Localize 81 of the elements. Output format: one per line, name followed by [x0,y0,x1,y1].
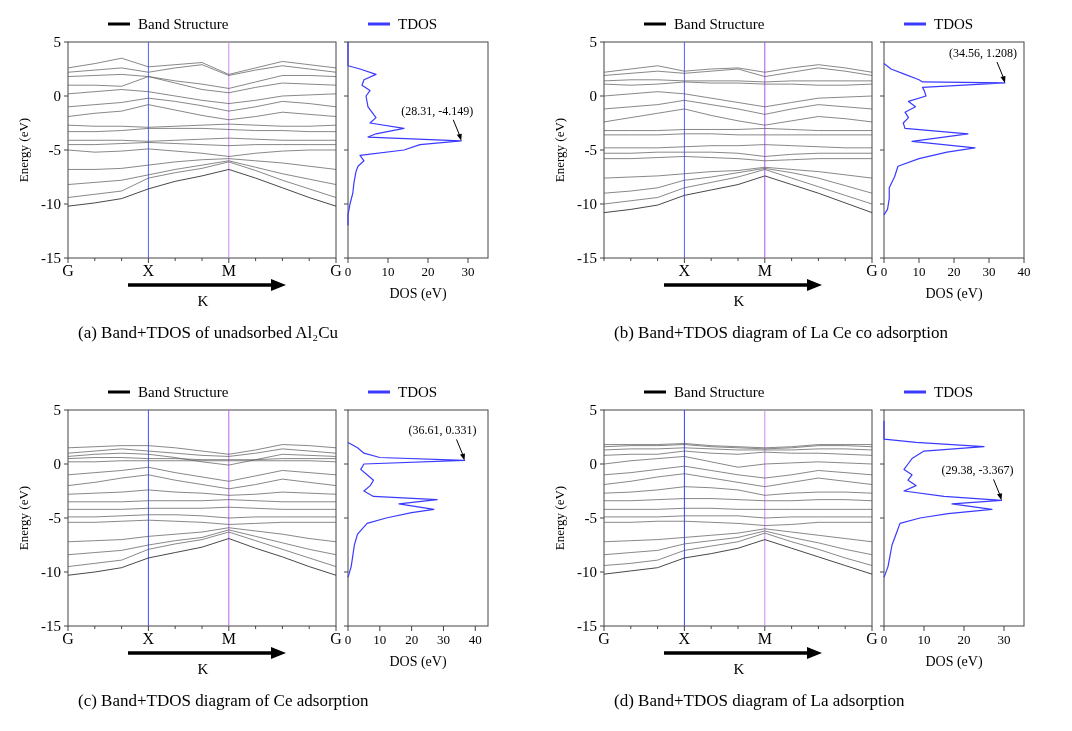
y-axis-title: Energy (eV) [552,117,567,183]
y-tick-label: 5 [589,34,597,50]
x-tick-label: X [678,262,691,279]
x-tick-label: M [757,630,772,647]
x-tick-label: 10 [373,632,387,647]
legend-label: TDOS [398,384,438,400]
x-tick-label: G [866,262,879,279]
text: (c) Band+TDOS diagram of Ce adsorption [78,691,369,710]
x-tick-label: 0 [880,632,888,647]
x-tick-label: 20 [947,264,961,279]
x-tick-label: 20 [957,632,971,647]
x-axis-title: K [197,661,209,677]
x-tick-label: G [866,630,879,647]
x-tick-label: 10 [912,264,926,279]
y-tick-label: -10 [41,196,61,212]
x-axis-title: K [733,293,745,309]
x-tick-label: M [221,262,236,279]
x-tick-label: X [142,630,155,647]
text: Band Structure [138,16,229,32]
x-tick-label: M [757,262,772,279]
text: Band Structure [674,384,765,400]
y-axis-title: Energy (eV) [16,117,31,183]
x-tick-label: 30 [997,632,1011,647]
x-tick-label: 30 [982,264,996,279]
text: Band Structure [138,384,229,400]
x-tick-label: G [62,630,75,647]
y-tick-label: -15 [41,618,61,634]
y-tick-label: 5 [589,402,597,418]
annotation: (36.61, 0.331) [408,423,477,438]
text: (b) Band+TDOS diagram of La Ce co adsorption [614,323,949,342]
y-tick-label: -10 [577,196,597,212]
y-tick-label: 0 [53,88,61,104]
y-tick-label: -15 [577,618,597,634]
x-tick-label: 0 [344,264,352,279]
x-tick-label: X [678,630,691,647]
x-tick-label: 0 [880,264,888,279]
y-tick-label: 5 [53,34,61,50]
x-tick-label: G [330,262,343,279]
y-tick-label: 5 [53,402,61,418]
x-tick-label: 20 [405,632,419,647]
x-tick-label: M [221,630,236,647]
x-tick-label: G [62,262,75,279]
y-tick-label: -5 [48,510,61,526]
y-tick-label: -5 [584,142,597,158]
x-tick-label: 20 [421,264,435,279]
x-tick-label: 0 [344,632,352,647]
y-tick-label: -10 [41,564,61,580]
y-tick-label: 0 [589,456,597,472]
legend-label: TDOS [934,384,974,400]
x-tick-label: 30 [461,264,475,279]
x-axis-title: DOS (eV) [389,654,447,670]
y-tick-label: -5 [48,142,61,158]
legend-label: TDOS [398,16,438,32]
annotation: (29.38, -3.367) [941,463,1014,478]
x-axis-title: K [733,661,745,677]
x-tick-label: 10 [381,264,395,279]
x-tick-label: 40 [1017,264,1031,279]
x-axis-title: DOS (eV) [925,654,983,670]
x-tick-label: 40 [468,632,482,647]
annotation: (34.56, 1.208) [948,45,1017,60]
y-tick-label: 0 [589,88,597,104]
x-axis-title: K [197,293,209,309]
x-tick-label: 10 [917,632,931,647]
x-axis-title: DOS (eV) [389,286,447,302]
y-tick-label: 0 [53,456,61,472]
x-tick-label: X [142,262,155,279]
y-tick-label: -15 [577,250,597,266]
x-tick-label: G [598,630,611,647]
x-tick-label: G [330,630,343,647]
annotation: (28.31, -4.149) [401,103,474,118]
y-tick-label: -15 [41,250,61,266]
x-axis-title: DOS (eV) [925,286,983,302]
y-axis-title: Energy (eV) [16,485,31,551]
y-tick-label: -10 [577,564,597,580]
x-tick-label: 30 [436,632,450,647]
text: (d) Band+TDOS diagram of La adsorption [614,691,905,710]
legend-label: TDOS [934,16,974,32]
text: (a) Band+TDOS of unadsorbed Al₂Cu [78,323,339,342]
text: Band Structure [674,16,765,32]
y-tick-label: -5 [584,510,597,526]
y-axis-title: Energy (eV) [552,485,567,551]
